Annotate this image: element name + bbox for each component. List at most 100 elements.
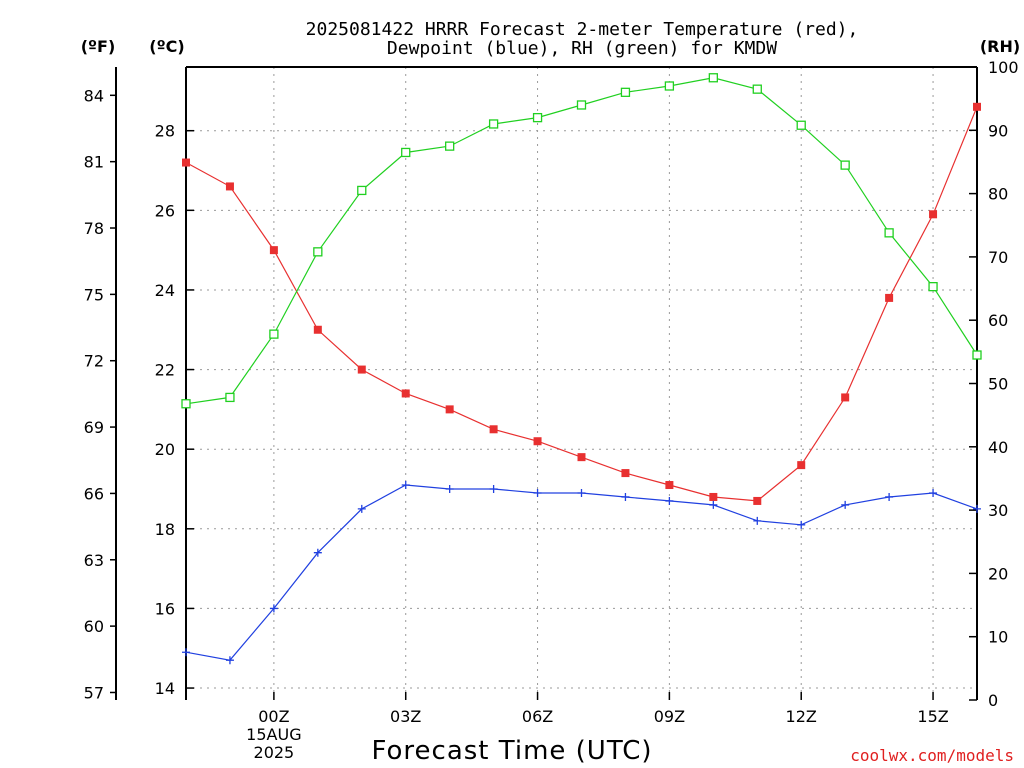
temperature-point xyxy=(929,210,938,219)
fahrenheit-tick-label: 72 xyxy=(84,352,104,371)
celsius-tick-label: 16 xyxy=(155,599,175,618)
rh-point xyxy=(796,120,806,130)
dewpoint-point xyxy=(709,500,718,509)
rh-tick-label: 90 xyxy=(988,121,1008,140)
gridlines xyxy=(186,67,977,700)
series-line-dewpoint xyxy=(185,484,978,661)
dewpoint-point xyxy=(182,648,190,657)
dewpoint-point xyxy=(885,492,894,501)
rh-tick-label: 40 xyxy=(988,438,1008,457)
celsius-tick-label: 26 xyxy=(155,201,175,220)
chart-title-line2: Dewpoint (blue), RH (green) for KMDW xyxy=(387,38,777,59)
rh-point xyxy=(884,228,894,238)
rh-point xyxy=(664,81,675,91)
chart-title-line1: 2025081422 HRRR Forecast 2-meter Tempera… xyxy=(306,19,859,40)
dewpoint-point xyxy=(577,488,586,497)
fahrenheit-tick-label: 57 xyxy=(84,683,104,702)
rh-point xyxy=(445,141,455,151)
fahrenheit-tick-label: 60 xyxy=(84,617,104,636)
celsius-tick-label: 14 xyxy=(155,679,175,698)
dewpoint-point xyxy=(841,500,850,509)
rh-axis: 0 10 20 30 40 50 60 70 80 90 100 xyxy=(969,58,1019,710)
time-tick-label: 15Z xyxy=(917,707,948,726)
fahrenheit-tick-label: 84 xyxy=(84,86,104,105)
rh-tick-label: 10 xyxy=(988,628,1008,647)
celsius-tick-label: 20 xyxy=(155,440,175,459)
temperature-point xyxy=(489,425,498,434)
celsius-tick-label: 18 xyxy=(155,520,175,539)
series-line-rh xyxy=(185,77,978,405)
dewpoint-point xyxy=(357,504,366,513)
temperature-point xyxy=(621,469,630,478)
series-rh xyxy=(181,73,982,409)
rh-tick-label: 50 xyxy=(988,375,1008,394)
fahrenheit-tick-label: 69 xyxy=(84,418,104,437)
series-temperature xyxy=(182,102,981,505)
temperature-point xyxy=(445,405,454,414)
rh-point xyxy=(181,399,191,409)
rh-tick-label: 0 xyxy=(988,691,998,710)
dewpoint-point xyxy=(665,496,674,505)
temperature-point xyxy=(973,102,981,111)
time-tick-label: 00Z xyxy=(258,707,289,726)
celsius-tick-label: 24 xyxy=(155,281,175,300)
temperature-point xyxy=(225,182,234,191)
temperature-point xyxy=(401,389,410,398)
rh-unit-label: (RH) xyxy=(980,37,1020,56)
data-series xyxy=(181,73,982,665)
fahrenheit-axis: 57 60 63 66 69 72 75 78 81 84 xyxy=(84,86,116,702)
rh-point xyxy=(840,160,850,170)
series-dewpoint xyxy=(182,481,981,665)
fahrenheit-tick-label: 75 xyxy=(84,285,104,304)
fahrenheit-tick-label: 78 xyxy=(84,219,104,238)
rh-tick-label: 70 xyxy=(988,248,1008,267)
temperature-point xyxy=(269,246,278,255)
temperature-point xyxy=(841,393,850,402)
dewpoint-point xyxy=(929,488,938,497)
celsius-axis: 14 16 18 20 22 24 26 28 xyxy=(155,122,194,698)
rh-tick-label: 30 xyxy=(988,501,1008,520)
time-tick-label: 15AUG xyxy=(246,725,301,744)
rh-point xyxy=(357,185,367,196)
x-axis-label: Forecast Time (UTC) xyxy=(371,736,652,766)
celsius-tick-label: 28 xyxy=(155,122,175,141)
time-tick-label: 2025 xyxy=(254,743,295,762)
rh-point xyxy=(928,282,938,292)
celsius-unit-label: (ºC) xyxy=(149,37,184,56)
temperature-point xyxy=(357,365,366,374)
rh-tick-label: 20 xyxy=(988,564,1008,583)
rh-point xyxy=(269,329,279,339)
rh-point xyxy=(708,73,718,83)
temperature-point xyxy=(182,158,190,167)
temperature-point xyxy=(577,453,586,462)
rh-point xyxy=(225,392,235,403)
dewpoint-point xyxy=(401,481,410,490)
time-tick-label: 03Z xyxy=(390,707,421,726)
credit-label: coolwx.com/models xyxy=(850,746,1014,765)
rh-point xyxy=(488,119,499,129)
dewpoint-point xyxy=(973,504,981,513)
dewpoint-point xyxy=(489,485,498,493)
temperature-point xyxy=(313,325,322,334)
dewpoint-point xyxy=(445,485,454,493)
dewpoint-point xyxy=(533,488,542,497)
series-line-temperature xyxy=(185,106,978,502)
rh-tick-label: 80 xyxy=(988,185,1008,204)
celsius-tick-label: 22 xyxy=(155,361,175,380)
temperature-point xyxy=(665,481,674,490)
rh-point xyxy=(401,147,411,158)
fahrenheit-tick-label: 63 xyxy=(84,551,104,570)
rh-point xyxy=(620,87,631,97)
rh-point xyxy=(532,112,543,123)
temperature-point xyxy=(797,461,806,470)
fahrenheit-tick-label: 66 xyxy=(84,484,104,503)
dewpoint-point xyxy=(797,520,806,529)
time-tick-label: 06Z xyxy=(522,707,553,726)
dewpoint-point xyxy=(225,656,234,665)
rh-tick-label: 100 xyxy=(988,58,1019,77)
fahrenheit-unit-label: (ºF) xyxy=(81,37,116,56)
rh-point xyxy=(313,247,323,257)
temperature-point xyxy=(533,437,542,446)
